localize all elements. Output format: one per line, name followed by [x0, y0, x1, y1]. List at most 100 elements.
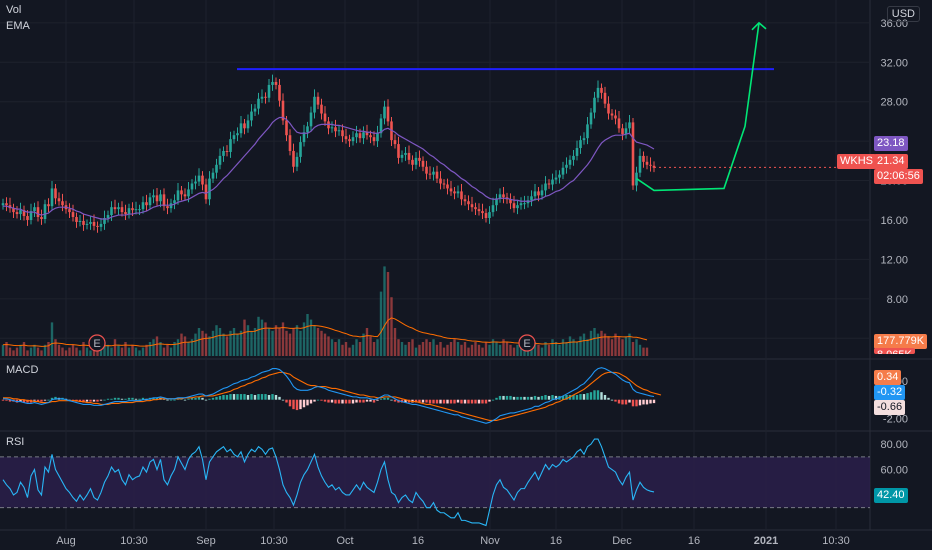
candle-body: [386, 106, 390, 122]
volume-bar: [183, 336, 187, 356]
candle: [607, 96, 610, 120]
candle-body: [463, 199, 467, 202]
volume-bar: [236, 333, 239, 356]
candle: [295, 152, 299, 172]
volume-bar: [488, 344, 491, 356]
macd-histogram-bar: [460, 399, 463, 404]
volume-bar: [68, 347, 71, 356]
candle: [519, 197, 523, 210]
volume-bar: [533, 342, 537, 356]
volume-bar: [131, 344, 134, 356]
macd-histogram-bar: [194, 397, 197, 400]
candle-body: [215, 164, 218, 173]
legend-vol[interactable]: Vol: [6, 4, 22, 16]
legend-macd[interactable]: MACD: [6, 364, 39, 376]
candle: [197, 168, 201, 186]
candle: [470, 196, 474, 212]
candle: [621, 123, 624, 141]
candle: [404, 147, 407, 161]
candle-body: [264, 96, 267, 98]
candle-body: [229, 139, 232, 152]
macd-histogram-bar: [330, 399, 334, 403]
macd-histogram-bar: [323, 399, 327, 402]
candle: [544, 176, 547, 197]
candle: [474, 202, 477, 216]
macd-histogram-bar: [43, 399, 47, 401]
macd-histogram-bar: [320, 399, 323, 401]
candle: [257, 92, 260, 115]
macd-pane[interactable]: [1, 367, 662, 424]
candle-body: [1, 203, 5, 206]
currency-button[interactable]: USD: [886, 6, 920, 22]
volume-bar: [491, 339, 495, 356]
volume-bar: [344, 342, 348, 356]
candle: [572, 149, 575, 166]
candle: [610, 109, 614, 120]
macd-histogram-bar: [222, 395, 225, 400]
candle-body: [516, 205, 519, 209]
candle: [243, 118, 246, 135]
candle-body: [614, 115, 617, 119]
volume-bar: [614, 333, 617, 356]
candle: [302, 124, 306, 147]
candle-body: [313, 96, 316, 113]
candle-body: [544, 183, 547, 191]
candle-body: [341, 130, 344, 137]
volume-bar: [260, 319, 264, 356]
volume-bar: [617, 336, 621, 356]
candle-body: [530, 196, 533, 201]
macd-histogram-bar: [509, 395, 512, 400]
macd-histogram-bar: [481, 399, 484, 404]
macd-tick-label: -2.00: [883, 414, 908, 426]
candle: [194, 175, 197, 190]
legend-ema[interactable]: EMA: [6, 20, 30, 32]
macd-histogram-bar: [432, 399, 435, 404]
legend-rsi[interactable]: RSI: [6, 436, 25, 448]
candle: [512, 195, 516, 213]
candle: [516, 200, 519, 215]
macd-histogram-bar: [236, 394, 239, 400]
candle: [29, 203, 33, 225]
candle-body: [572, 155, 575, 160]
candle: [159, 189, 162, 208]
volume-bar: [351, 344, 355, 356]
candle: [386, 99, 390, 126]
volume-bar: [467, 347, 470, 356]
macd-histogram-bar: [572, 395, 575, 400]
time-tick-label: 10:30: [120, 535, 148, 547]
candle: [236, 127, 239, 142]
volume-bar: [85, 347, 89, 356]
volume-bar: [460, 344, 463, 356]
candle: [495, 193, 498, 212]
volume-bar: [89, 350, 92, 356]
macd-line-tag: -0.32: [874, 385, 906, 400]
time-tick-label: Oct: [336, 535, 353, 547]
macd-histogram-bar: [253, 395, 257, 400]
macd-histogram-bar: [285, 399, 288, 403]
volume-bar: [267, 328, 271, 356]
rsi-pane[interactable]: [0, 438, 870, 527]
macd-histogram-bar: [642, 399, 645, 405]
volume-bar: [337, 339, 341, 356]
volume-bar: [134, 347, 138, 356]
time-tick-label: 2021: [754, 535, 778, 547]
candle: [36, 201, 40, 222]
volume-bar: [645, 347, 649, 356]
volume-bar: [449, 342, 453, 356]
candle-body: [435, 171, 439, 179]
candle: [229, 131, 232, 158]
volume-bar: [309, 319, 313, 356]
price-pane[interactable]: [1, 21, 870, 233]
candle: [446, 178, 449, 195]
volume-bar: [579, 336, 582, 356]
candle-body: [68, 209, 71, 213]
candle: [463, 194, 467, 206]
candle-body: [610, 113, 614, 116]
macd-histogram-bar: [292, 399, 295, 410]
candle-body: [159, 194, 162, 202]
candle-body: [565, 164, 568, 168]
price-tick-label: 32.00: [880, 57, 908, 69]
candle-body: [407, 152, 411, 160]
macd-histogram-bar: [183, 399, 187, 401]
